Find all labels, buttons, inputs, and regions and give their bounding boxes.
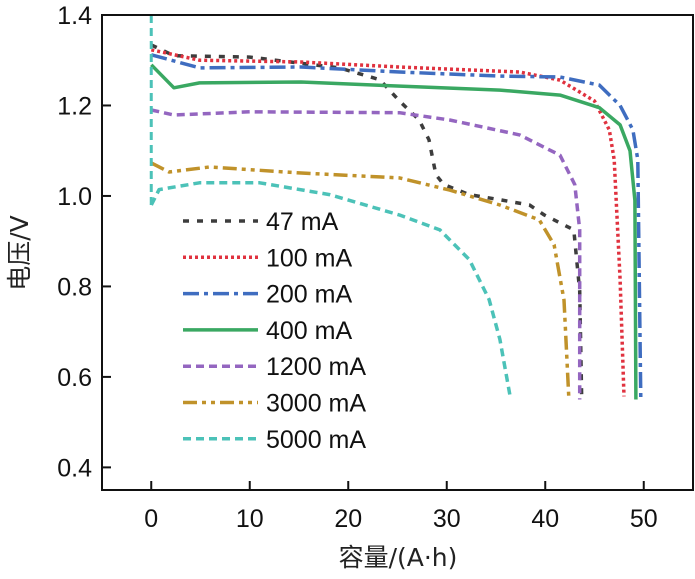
- series-line-47ma: [150, 43, 584, 400]
- x-tick-label: 10: [236, 505, 264, 533]
- series-line-400ma: [150, 63, 638, 400]
- y-tick-label: 0.6: [57, 364, 92, 392]
- y-tick-label: 1.2: [57, 92, 92, 120]
- legend-label: 100 mA: [266, 244, 352, 272]
- legend-label: 400 mA: [266, 317, 352, 345]
- x-tick-label: 20: [334, 505, 362, 533]
- series-line-100ma: [150, 48, 626, 397]
- y-tick-label: 0.4: [57, 454, 92, 482]
- x-tick-label: 30: [433, 505, 461, 533]
- legend-label: 3000 mA: [266, 390, 366, 418]
- plot-lines: [149, 15, 643, 400]
- x-tick-label: 0: [144, 505, 158, 533]
- x-tick-label: 40: [531, 505, 559, 533]
- y-axis-title: 电压/V: [5, 215, 34, 291]
- legend-label: 5000 mA: [266, 426, 366, 454]
- series-line-1200ma: [150, 108, 582, 400]
- plot-frame: [101, 14, 694, 491]
- x-axis: 0 10 20 30 40 50: [144, 481, 658, 533]
- legend-label: 1200 mA: [266, 353, 366, 381]
- x-tick-label: 50: [630, 505, 658, 533]
- y-tick-label: 1.4: [57, 2, 92, 30]
- legend-label: 200 mA: [266, 281, 352, 309]
- legend: 47 mA 100 mA 200 mA 400 mA 1200 mA 3000 mA 500…: [183, 208, 366, 454]
- legend-label: 47 mA: [266, 208, 339, 236]
- y-tick-label: 0.8: [57, 273, 92, 301]
- y-tick-label: 1.0: [57, 183, 92, 211]
- series-line-3000ma: [150, 161, 571, 400]
- series-line-200ma: [150, 53, 643, 400]
- x-axis-title: 容量/(A·h): [339, 543, 458, 572]
- series-line-5000ma: [149, 181, 512, 395]
- y-axis: 0.4 0.6 0.8 1.0 1.2 1.4: [57, 2, 111, 482]
